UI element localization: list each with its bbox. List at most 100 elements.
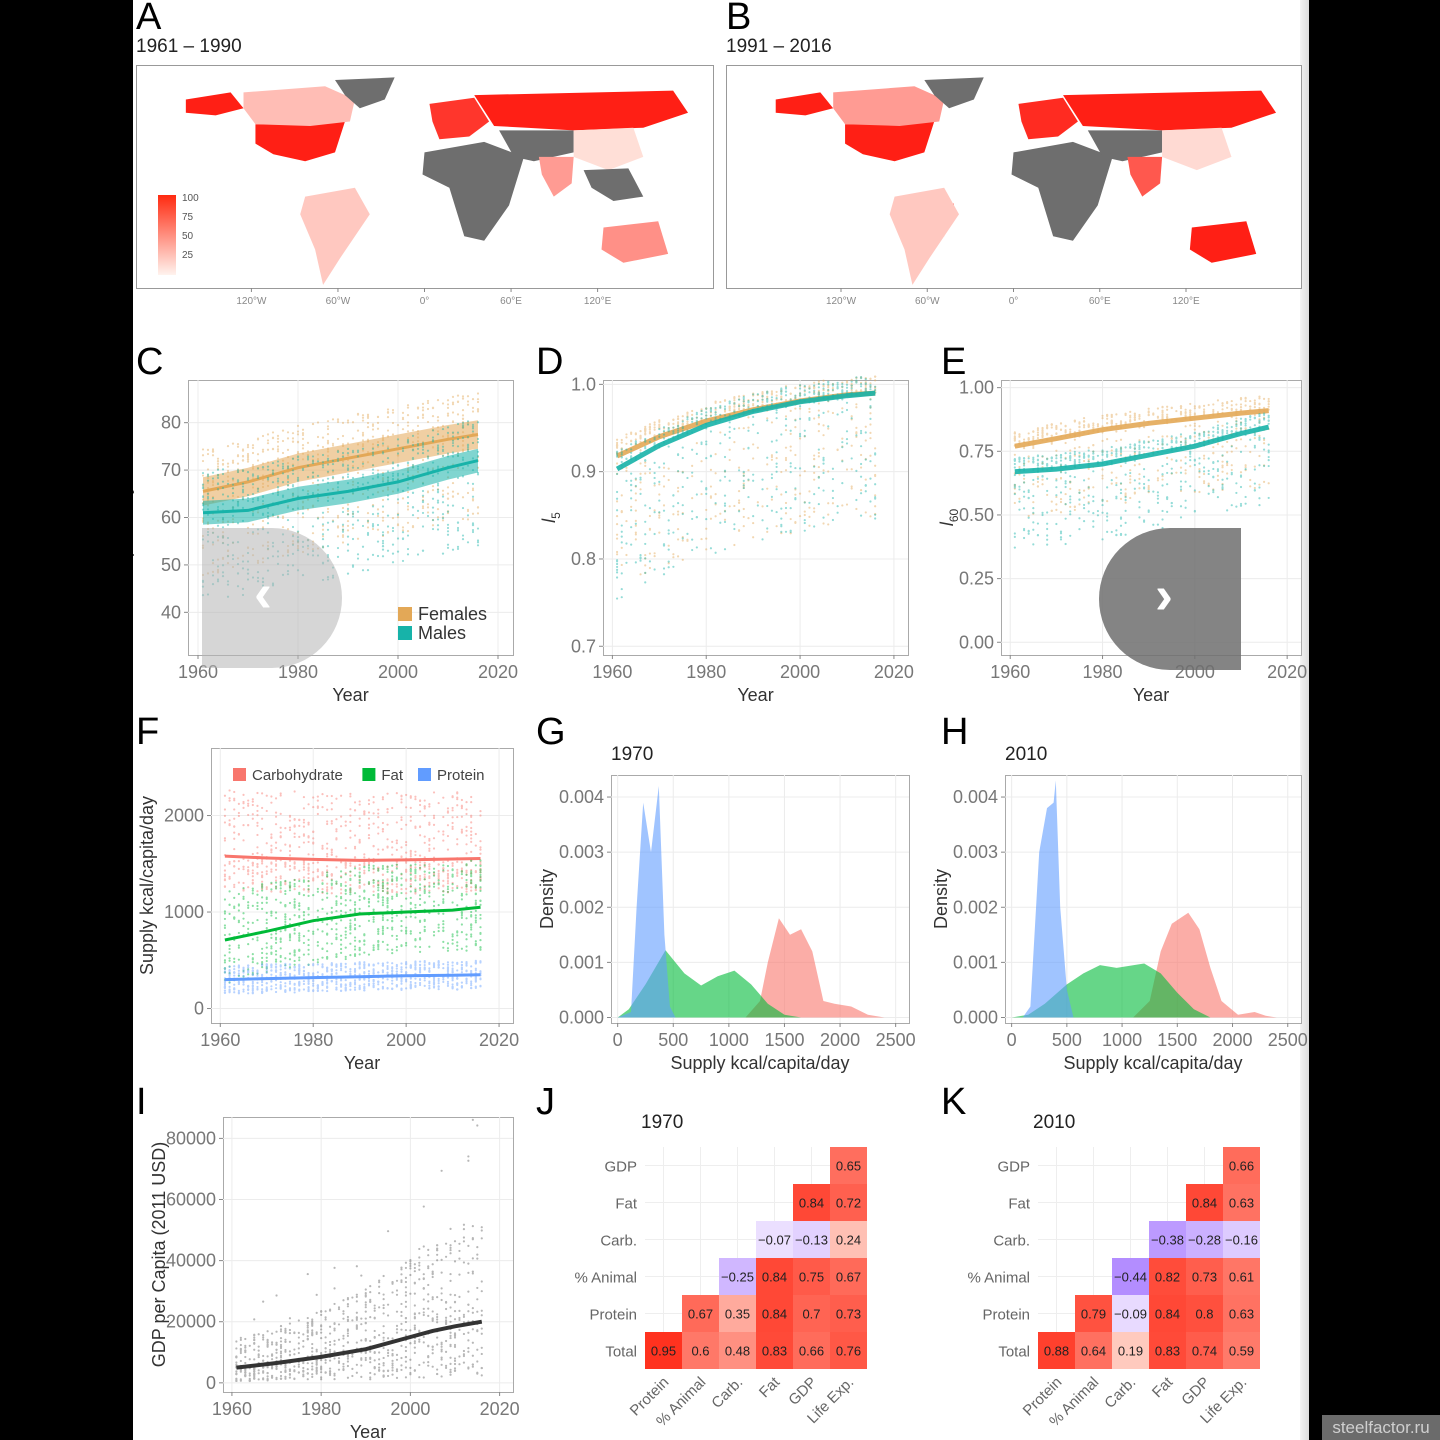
scatter-point bbox=[620, 511, 623, 514]
scatter-point bbox=[831, 386, 835, 390]
scatter-point bbox=[465, 829, 468, 832]
scatter-point bbox=[798, 432, 802, 436]
scatter-point bbox=[358, 841, 361, 844]
scatter-point bbox=[1055, 432, 1058, 435]
scatter-point bbox=[371, 522, 375, 526]
scatter-point bbox=[1258, 414, 1261, 418]
scatter-point bbox=[381, 821, 385, 825]
scatter-point bbox=[836, 387, 839, 390]
scatter-point bbox=[1161, 409, 1164, 412]
scatter-point bbox=[432, 885, 436, 888]
scatter-point bbox=[1161, 473, 1164, 476]
scatter-point bbox=[228, 824, 231, 827]
scatter-point bbox=[662, 462, 666, 465]
scatter-point bbox=[288, 845, 292, 848]
scatter-point bbox=[437, 869, 440, 873]
scatter-point bbox=[423, 799, 426, 802]
scatter-point bbox=[1018, 433, 1021, 436]
scatter-point bbox=[864, 389, 867, 392]
scatter-point bbox=[1110, 449, 1113, 452]
scatter-point bbox=[326, 420, 330, 423]
scatter-point bbox=[281, 429, 285, 432]
scatter-point bbox=[256, 453, 260, 456]
scatter-point bbox=[630, 479, 633, 482]
scatter-point bbox=[1041, 435, 1044, 439]
scatter-point bbox=[211, 454, 215, 457]
scatter-point bbox=[356, 505, 360, 509]
scatter-point bbox=[1193, 463, 1196, 467]
scatter-point bbox=[418, 803, 422, 807]
scatter-point bbox=[1059, 459, 1063, 462]
scatter-point bbox=[1253, 465, 1256, 468]
scatter-point bbox=[326, 477, 330, 480]
scatter-point bbox=[436, 449, 440, 452]
scatter-point bbox=[284, 903, 287, 907]
scatter-point bbox=[1106, 515, 1109, 518]
scatter-point bbox=[1018, 433, 1021, 436]
scatter-point bbox=[1050, 423, 1053, 426]
scatter-point bbox=[1170, 441, 1173, 444]
scatter-point bbox=[321, 891, 324, 894]
scatter-point bbox=[1032, 430, 1035, 433]
scatter-point bbox=[803, 529, 806, 532]
scatter-point bbox=[681, 425, 684, 429]
scatter-point bbox=[330, 887, 333, 890]
scatter-point bbox=[1110, 454, 1113, 457]
scatter-point bbox=[446, 543, 450, 546]
scatter-point bbox=[780, 390, 783, 393]
scatter-point bbox=[1258, 464, 1261, 467]
scatter-point bbox=[1133, 416, 1136, 419]
scatter-point bbox=[279, 938, 282, 941]
scatter-point bbox=[361, 524, 365, 528]
scatter-point bbox=[353, 834, 357, 837]
scatter-point bbox=[1258, 438, 1261, 441]
scatter-point bbox=[648, 507, 652, 510]
scatter-point bbox=[356, 557, 360, 560]
scatter-point bbox=[421, 494, 425, 497]
scatter-point bbox=[1110, 420, 1113, 424]
scatter-point bbox=[386, 530, 390, 534]
scatter-point bbox=[775, 488, 778, 491]
scatter-point bbox=[855, 431, 858, 434]
scatter-point bbox=[1050, 423, 1053, 426]
scatter-point bbox=[1189, 409, 1192, 412]
scatter-point bbox=[1161, 464, 1164, 468]
scatter-point bbox=[813, 381, 816, 384]
scatter-point bbox=[1115, 449, 1118, 452]
scatter-point bbox=[634, 433, 637, 436]
scatter-point bbox=[276, 480, 280, 483]
scatter-point bbox=[1198, 406, 1201, 409]
scatter-point bbox=[400, 827, 403, 831]
scatter-point bbox=[363, 897, 366, 900]
scatter-point bbox=[672, 556, 675, 559]
scatter-point bbox=[1110, 420, 1113, 424]
scatter-point bbox=[737, 501, 741, 504]
scatter-point bbox=[242, 800, 245, 804]
y-axis-label: Life Expectancy at Birth bbox=[133, 423, 134, 612]
scatter-point bbox=[1244, 464, 1247, 467]
scatter-point bbox=[251, 938, 254, 941]
scatter-point bbox=[372, 845, 375, 848]
scatter-point bbox=[1078, 455, 1081, 458]
scatter-point bbox=[827, 388, 830, 392]
scatter-point bbox=[1267, 399, 1270, 403]
scatter-point bbox=[302, 911, 306, 914]
scatter-point bbox=[470, 814, 473, 817]
scatter-point bbox=[1170, 472, 1173, 475]
scatter-point bbox=[761, 392, 764, 395]
scatter-point bbox=[409, 885, 412, 888]
scatter-point bbox=[667, 426, 670, 430]
scatter-point bbox=[321, 533, 325, 536]
scatter-point bbox=[1221, 408, 1224, 411]
scatter-point bbox=[418, 866, 422, 870]
scatter-point bbox=[850, 487, 853, 490]
scatter-point bbox=[276, 445, 280, 448]
scatter-point bbox=[423, 928, 426, 931]
scatter-point bbox=[426, 455, 430, 458]
scatter-point bbox=[634, 522, 637, 525]
scatter-point bbox=[356, 412, 360, 415]
scatter-point bbox=[321, 466, 325, 469]
scatter-point bbox=[705, 414, 708, 417]
scatter-point bbox=[658, 433, 661, 436]
scatter-point bbox=[1193, 490, 1196, 493]
